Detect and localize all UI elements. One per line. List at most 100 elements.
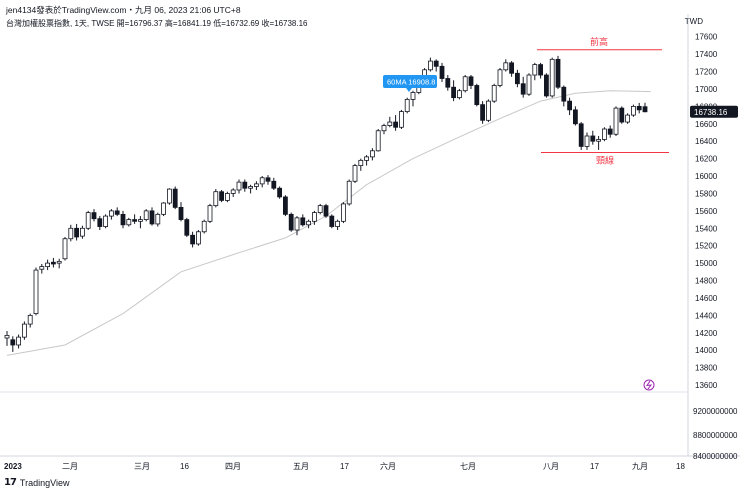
candle-body [503, 62, 509, 71]
candle-body [51, 261, 56, 265]
x-tick-label: 2023 [4, 462, 22, 471]
y-tick-label: 16600 [695, 120, 718, 129]
last-price-label: 16738.16 [694, 108, 728, 117]
candle-body [602, 128, 607, 140]
candle-body [39, 266, 45, 270]
candle-body [230, 189, 236, 194]
candle-body [271, 180, 277, 189]
candle-body [596, 139, 601, 142]
x-tick-label: 17 [590, 462, 599, 471]
candle-body [340, 203, 346, 222]
previous-high-label: 前高 [590, 36, 608, 47]
y-tick-label: 15600 [695, 207, 718, 216]
candle-body [515, 72, 520, 85]
y-tick-label: 13800 [695, 364, 718, 373]
candle-body [85, 212, 91, 229]
y-tick-label: 14000 [695, 346, 718, 355]
candle-body [91, 212, 97, 220]
x-tick-label: 18 [676, 462, 685, 471]
candle-body [642, 106, 648, 113]
candle-body [555, 58, 561, 88]
candle-body [329, 215, 335, 227]
candle-body [526, 74, 532, 95]
candle-body [190, 234, 196, 245]
candle-body [573, 109, 578, 125]
candle-body [445, 78, 451, 88]
candle-body [195, 231, 201, 245]
candle-body [166, 188, 172, 204]
y-tick-label: 17400 [695, 50, 718, 59]
candle-body [236, 181, 242, 191]
candle-body [62, 238, 68, 260]
ma-label-badge [383, 75, 437, 88]
candle-body [520, 83, 526, 95]
x-tick-label: 六月 [380, 461, 396, 471]
candle-body [21, 323, 27, 338]
candle-body [636, 105, 642, 111]
currency-label: TWD [684, 17, 703, 26]
candle-body [549, 58, 555, 97]
candle-body [143, 210, 149, 220]
y-tick-label: 17200 [695, 68, 718, 77]
candle-body [149, 210, 155, 225]
candle-body [491, 85, 497, 102]
candle-body [45, 262, 50, 268]
chart-title: jen4134發表於TradingView.com・九月 06, 2023 21… [6, 5, 241, 15]
candle-body [184, 219, 190, 236]
candle-body [161, 202, 167, 215]
candle-body [404, 99, 410, 112]
candle-body [56, 260, 62, 264]
x-tick-label: 七月 [460, 462, 476, 471]
x-tick-label: 16 [180, 462, 189, 471]
candle-body [219, 191, 225, 201]
alert-lightning-glyph [645, 380, 653, 390]
candle-body [369, 150, 375, 158]
y-tick-label: 14600 [695, 294, 718, 303]
x-tick-label: 三月 [134, 462, 150, 471]
candle-body [485, 100, 491, 121]
x-tick-label: 八月 [543, 462, 559, 471]
candle-body [137, 219, 143, 222]
candle-body [590, 135, 596, 142]
candle-body [248, 186, 254, 189]
neckline-label: 頸線 [596, 155, 614, 166]
brand-label: TradingView [19, 477, 70, 488]
candle-body [497, 69, 503, 86]
candle-body [68, 227, 74, 240]
candle-body [509, 62, 515, 74]
candle-body [323, 205, 329, 217]
candle-body [456, 90, 462, 99]
footer: 𝟭𝟳 TradingView [4, 477, 69, 488]
candle-body [259, 177, 265, 185]
candle-body [311, 212, 317, 222]
y-tick-label: 16000 [695, 172, 718, 181]
candle-body [381, 125, 387, 132]
candle-body [619, 107, 625, 123]
candle-body [253, 183, 259, 187]
y-tick-label: 17600 [695, 33, 718, 42]
candle-body [16, 336, 22, 346]
candle-body [631, 105, 636, 116]
x-tick-label: 五月 [293, 462, 309, 471]
candle-body [224, 193, 230, 201]
x-tick-label: 九月 [632, 462, 648, 471]
y-tick-label: 17000 [695, 85, 718, 94]
candle-body [474, 85, 480, 106]
candle-body [97, 218, 103, 227]
candle-body [584, 135, 590, 147]
candle-body [277, 187, 283, 198]
volume-tick-label: 8400000000 [693, 452, 738, 461]
candle-body [433, 60, 439, 67]
candle-body [109, 210, 114, 217]
candle-body [451, 86, 457, 99]
candle-body [4, 334, 10, 339]
candle-body [294, 217, 300, 231]
candle-body [155, 213, 161, 225]
y-tick-label: 14200 [695, 329, 718, 338]
candle-body [398, 111, 404, 128]
x-tick-label: 四月 [225, 462, 241, 471]
candle-body [207, 205, 213, 222]
candle-body [213, 191, 219, 207]
candle-body [468, 76, 474, 86]
